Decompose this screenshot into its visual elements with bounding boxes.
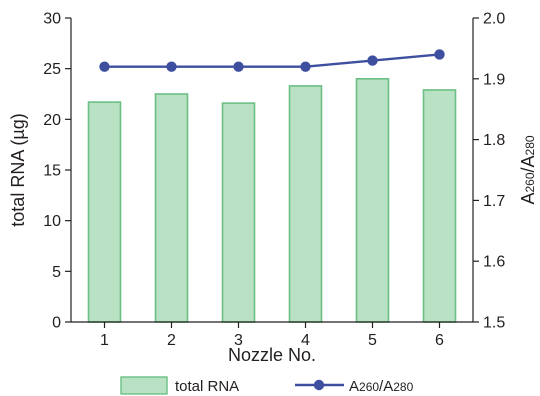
right-tick-label-3: 1.8	[483, 132, 505, 149]
bar-total-rna-2	[154, 93, 189, 323]
legend: total RNA A260/A280	[120, 376, 414, 395]
x-tick-label-6: 6	[435, 332, 444, 349]
left-tick-label-30: 30	[43, 11, 61, 28]
bar-total-rna-6	[422, 89, 457, 323]
legend-label-total-rna: total RNA	[175, 378, 239, 395]
left-tick-label-15: 15	[43, 163, 61, 180]
right-tick-label-2: 1.7	[483, 193, 505, 210]
x-tick-label-2: 2	[167, 332, 176, 349]
axes	[70, 18, 474, 323]
legend-swatch-a260-a280-marker	[313, 379, 325, 391]
right-axis-title: A260/A280	[518, 135, 538, 204]
bar-total-rna-4	[288, 85, 323, 323]
bar-total-rna-3	[221, 102, 256, 323]
point-a260-a280-6	[434, 49, 445, 60]
left-axis-title: total RNA (µg)	[8, 113, 28, 226]
left-tick-label-10: 10	[43, 213, 61, 230]
x-axis-ticks: 1 2 3 4 5 6	[100, 322, 444, 349]
bar-total-rna-1	[87, 101, 122, 323]
right-axis-ticks: 1.5 1.6 1.7 1.8 1.9 2.0	[473, 11, 505, 332]
line-a260-a280	[104, 53, 440, 68]
x-axis-title: Nozzle No.	[228, 345, 316, 365]
legend-label-a260-a280: A260/A280	[349, 378, 414, 395]
right-tick-label-5: 2.0	[483, 11, 505, 28]
left-tick-label-0: 0	[52, 315, 61, 332]
right-tick-label-1: 1.6	[483, 254, 505, 271]
x-tick-label-5: 5	[368, 332, 377, 349]
legend-swatch-total-rna	[120, 376, 168, 395]
right-tick-label-0: 1.5	[483, 315, 505, 332]
bar-series	[87, 78, 457, 323]
x-tick-label-1: 1	[100, 332, 109, 349]
point-a260-a280-2	[166, 61, 177, 72]
line-series	[99, 49, 445, 72]
x-tick-label-3: 3	[234, 332, 243, 349]
right-tick-label-4: 1.9	[483, 71, 505, 88]
left-axis-ticks: 0 5 10 15 20 25 30	[43, 11, 71, 332]
bar-total-rna-5	[355, 78, 390, 323]
point-a260-a280-4	[300, 61, 311, 72]
point-a260-a280-3	[233, 61, 244, 72]
point-a260-a280-5	[367, 55, 378, 66]
left-tick-label-25: 25	[43, 61, 61, 78]
point-a260-a280-1	[99, 61, 110, 72]
x-tick-label-4: 4	[301, 332, 310, 349]
left-tick-label-20: 20	[43, 112, 61, 129]
left-tick-label-5: 5	[52, 264, 61, 281]
